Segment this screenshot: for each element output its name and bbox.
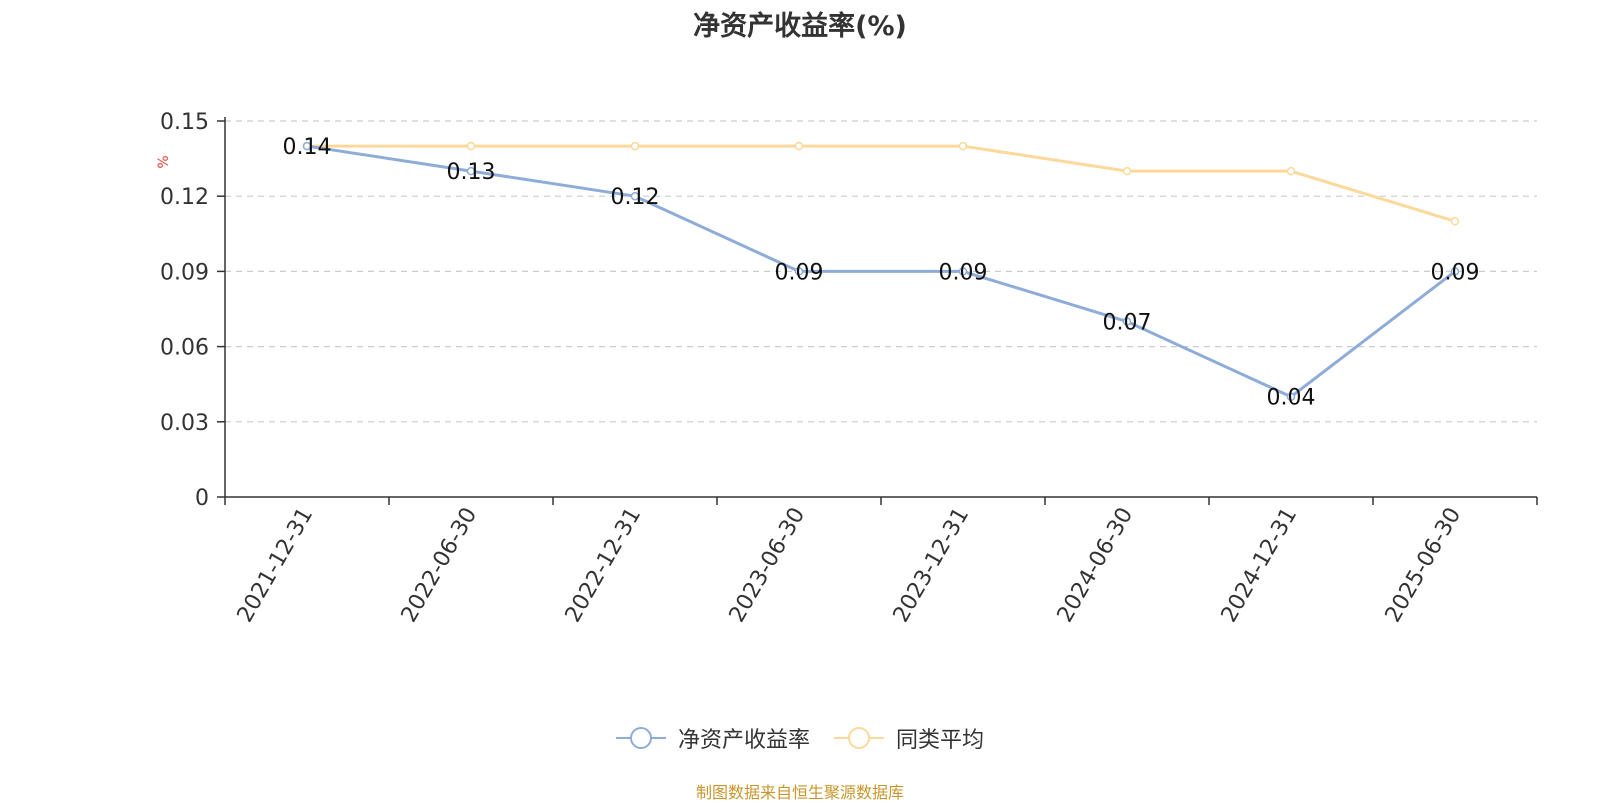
legend: 净资产收益率 同类平均 xyxy=(0,722,1600,754)
roe-data-label: 0.07 xyxy=(1103,311,1152,336)
roe-series-line xyxy=(306,144,1456,399)
roe-data-point xyxy=(958,267,968,276)
x-tick-label: 2023-12-31 xyxy=(889,504,975,627)
roe-data-point xyxy=(630,191,640,201)
legend-item-peer-average[interactable]: 同类平均 xyxy=(834,722,984,754)
roe-data-label: 0.04 xyxy=(1267,386,1316,411)
peer-average-data-point xyxy=(1286,166,1296,176)
x-tick-label: 2022-06-30 xyxy=(397,504,483,627)
legend-line-circle-icon xyxy=(834,727,884,749)
roe-data-label: 0.12 xyxy=(611,185,660,210)
x-tick-label: 2024-12-31 xyxy=(1217,504,1303,627)
y-tick-label: 0.06 xyxy=(160,336,209,361)
legend-swatch-circle xyxy=(848,727,870,749)
legend-line-circle-icon xyxy=(615,727,666,749)
y-axis-label: % xyxy=(156,155,172,168)
roe-data-label: 0.14 xyxy=(283,135,332,160)
roe-data-point xyxy=(1122,317,1132,326)
x-tick-label: 2022-12-31 xyxy=(561,504,647,627)
peer-average-data-point xyxy=(794,141,804,151)
series-lines xyxy=(302,141,1460,401)
legend-item-roe[interactable]: 净资产收益率 xyxy=(615,722,810,754)
roe-data-point xyxy=(466,166,476,176)
roe-data-point xyxy=(1450,267,1460,276)
roe-data-label: 0.09 xyxy=(1431,260,1480,285)
x-tick-label: 2025-06-30 xyxy=(1381,504,1467,627)
y-tick-label: 0 xyxy=(195,486,209,511)
roe-data-point xyxy=(1286,392,1296,401)
roe-data-label: 0.13 xyxy=(447,160,496,185)
legend-swatch-circle xyxy=(629,727,652,749)
peer-average-series-line xyxy=(307,144,1456,223)
roe-data-label: 0.09 xyxy=(939,260,988,285)
grid-lines xyxy=(225,120,1537,423)
y-tick-label: 0.12 xyxy=(160,185,209,210)
x-tick-label: 2024-06-30 xyxy=(1053,504,1139,627)
y-tick-label: 0.09 xyxy=(160,260,209,285)
legend-label-roe: 净资产收益率 xyxy=(677,728,810,753)
peer-average-data-point xyxy=(1450,217,1460,226)
roe-data-point xyxy=(794,267,804,276)
peer-average-data-point xyxy=(630,141,640,151)
x-tick-label: 2021-12-31 xyxy=(233,504,319,627)
data-labels: 0.14 0.13 0.12 0.09 0.09 0.07 0.04 0.09 xyxy=(283,135,1480,411)
roe-data-point xyxy=(302,141,312,151)
x-tick-label: 2023-06-30 xyxy=(725,504,811,627)
peer-average-data-point xyxy=(958,141,968,151)
y-tick-label: 0.15 xyxy=(160,110,209,135)
legend-label-peer-average: 同类平均 xyxy=(896,728,985,753)
data-source-note: 制图数据来自恒生聚源数据库 xyxy=(695,783,904,802)
peer-average-data-point xyxy=(1122,166,1132,176)
y-tick-label: 0.03 xyxy=(160,411,209,436)
roe-data-label: 0.09 xyxy=(775,260,824,285)
peer-average-data-point xyxy=(466,141,476,151)
chart-title: 净资产收益率(%) xyxy=(693,11,907,42)
